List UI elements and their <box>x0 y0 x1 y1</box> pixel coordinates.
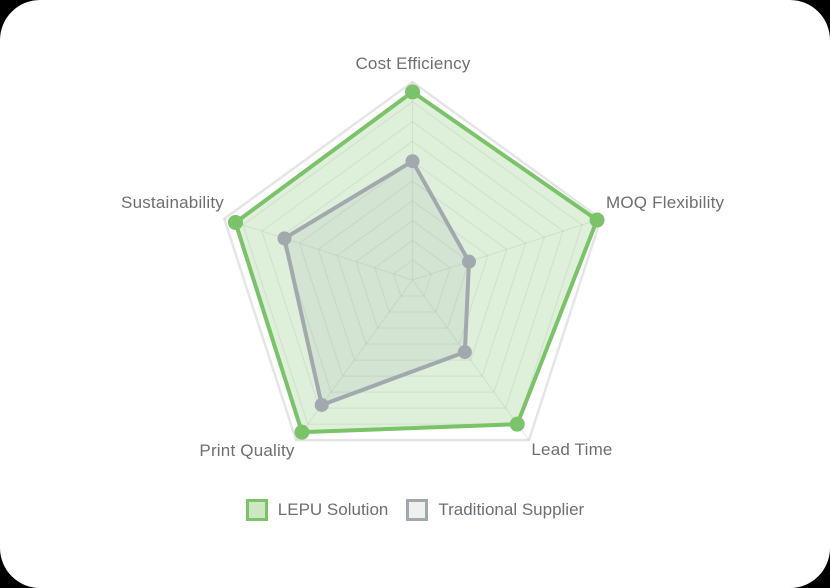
radar-grid-ring <box>242 101 583 425</box>
chart-legend: LEPU Solution Traditional Supplier <box>0 499 830 521</box>
series-0-area <box>233 89 600 435</box>
radar-grid-ring <box>336 200 489 345</box>
series-0-point-2[interactable] <box>509 416 525 432</box>
legend-swatch-green <box>245 499 268 521</box>
radar-grid-ring <box>392 259 433 297</box>
legend-item-lepu-solution[interactable]: LEPU Solution <box>245 499 389 521</box>
axis-label-sustainability: Sustainability <box>121 193 224 212</box>
legend-label: Traditional Supplier <box>438 500 585 519</box>
series-1-point-0[interactable] <box>405 154 420 169</box>
series-1-area <box>282 159 471 407</box>
axis-label-print-quality: Print Quality <box>199 441 295 460</box>
radar-grid-ring <box>298 160 527 377</box>
series-0-point-3[interactable] <box>294 424 310 440</box>
radar-axis-spoke <box>412 218 601 281</box>
radar-grid-ring <box>317 180 508 361</box>
legend-item-traditional-supplier[interactable]: Traditional Supplier <box>406 499 584 521</box>
radar-axis-spoke <box>412 279 530 441</box>
legend-swatch-gray <box>406 499 429 521</box>
radar-axis-spoke <box>224 218 413 281</box>
axis-label-lead-time: Lead Time <box>531 440 613 459</box>
series-0-point-0[interactable] <box>405 84 420 100</box>
series-0-point-4[interactable] <box>227 214 243 230</box>
series-1-point-1[interactable] <box>461 254 476 269</box>
series-0-point-1[interactable] <box>589 212 605 228</box>
series-1-point-3[interactable] <box>314 397 329 412</box>
radar-grid-ring <box>355 219 470 329</box>
legend-label: LEPU Solution <box>277 500 389 519</box>
radar-grid-ring <box>222 80 603 442</box>
radar-grid-ring <box>261 120 564 409</box>
radar-grid-ring <box>374 239 451 313</box>
radar-axis-spoke <box>295 279 413 441</box>
radar-grid-ring <box>279 140 546 393</box>
axis-label-moq-flexibility: MOQ Flexibility <box>606 193 725 212</box>
series-1-point-2[interactable] <box>457 345 472 360</box>
series-1-point-4[interactable] <box>277 231 292 246</box>
axis-label-cost-efficiency: Cost Efficiency <box>355 54 471 73</box>
